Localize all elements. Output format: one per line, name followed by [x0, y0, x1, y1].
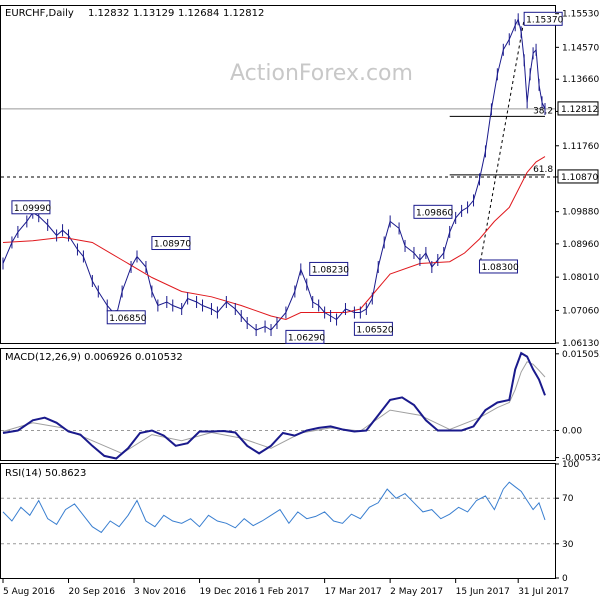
price-tag-bg-0 — [557, 101, 599, 116]
y-tick-label-0-2: 1.13660 — [562, 75, 599, 85]
y-tick-label-1-1: 0.00 — [562, 426, 582, 436]
peak-label: 1.06290 — [288, 333, 325, 343]
x-tick-label: 19 Dec 2016 — [200, 587, 258, 597]
peak-label-box — [478, 259, 518, 274]
x-tick-label: 20 Sep 2016 — [69, 587, 126, 597]
peak-label-box — [151, 236, 191, 251]
rsi-panel-frame — [0, 463, 556, 579]
y-tick-label-2-2: 30 — [562, 540, 574, 550]
y-tick-label-0-9: 1.07060 — [562, 306, 599, 316]
fib-label-0: 38.2 — [533, 106, 553, 116]
peak-label: 1.08300 — [481, 263, 518, 273]
peak-label: 1.15370 — [526, 15, 563, 25]
y-tick-label-0-7: 1.08960 — [562, 240, 599, 250]
price-title: EURCHF,Daily — [5, 8, 74, 19]
rsi-line — [2, 481, 546, 534]
macd-panel-frame — [0, 348, 556, 461]
peak-label-box — [106, 310, 146, 325]
price-tag-1: 1.10870 — [561, 173, 598, 183]
y-tick-label-1-0: 0.015052 — [562, 350, 600, 360]
price-tag-bg-1 — [557, 169, 599, 184]
x-tick-label: 5 Aug 2016 — [3, 587, 55, 597]
ohlc-close: 1.12812 — [223, 8, 264, 19]
peak-label: 1.08230 — [312, 265, 349, 275]
x-tick-label: 31 Jul 2017 — [518, 587, 569, 597]
y-tick-label-0-4: 1.11760 — [562, 142, 599, 152]
y-tick-label-0-6: 1.09880 — [562, 208, 599, 218]
x-tick-label: 17 Mar 2017 — [325, 587, 382, 597]
ohlc-readout: 1.12832 1.13129 1.12684 1.12812 — [88, 8, 264, 19]
y-tick-label-2-3: 0 — [562, 574, 568, 584]
rsi-title: RSI(14) 50.8623 — [5, 468, 86, 479]
y-tick-label-0-8: 1.08010 — [562, 273, 599, 283]
rsi-layer — [1, 481, 555, 545]
y-tick-label-2-1: 70 — [562, 494, 574, 504]
watermark: ActionForex.com — [230, 61, 413, 86]
peak-label: 1.06850 — [109, 314, 146, 324]
x-tick-label: 2 May 2017 — [390, 587, 443, 597]
y-tick-label-0-10: 1.06130 — [562, 339, 599, 349]
axis-layer: 1.155301.145701.136601.127401.117601.108… — [2, 10, 600, 597]
macd-title: MACD(12,26,9) 0.006926 0.010532 — [5, 352, 183, 363]
peak-label-box — [11, 200, 51, 215]
x-tick-label: 15 Jun 2017 — [456, 587, 510, 597]
y-tick-label-0-1: 1.14570 — [562, 43, 599, 53]
price-tag-0: 1.12812 — [561, 105, 598, 115]
x-tick-label: 1 Feb 2017 — [259, 587, 309, 597]
x-tick-label: 3 Nov 2016 — [134, 587, 186, 597]
peak-label: 1.08970 — [154, 240, 191, 250]
ohlc-high: 1.13129 — [133, 8, 174, 19]
peak-label: 1.09860 — [416, 208, 453, 218]
price-layer: 38.2 61.8 1.09990 1.08970 1.06850 1.08230 1.06… — [1, 11, 599, 344]
peak-label-box — [523, 11, 563, 26]
fib-label-1: 61.8 — [533, 165, 553, 175]
macd-line — [2, 351, 546, 460]
ohlc-low: 1.12684 — [178, 8, 219, 19]
peak-label-box — [353, 321, 393, 336]
ohlc-open: 1.12832 — [88, 8, 129, 19]
macd-layer — [1, 351, 555, 460]
peak-label: 1.06520 — [356, 325, 393, 335]
peak-label: 1.09990 — [14, 204, 51, 214]
peak-label-box — [309, 261, 349, 276]
y-tick-label-2-0: 100 — [562, 460, 579, 470]
peak-label-box — [285, 329, 325, 344]
peak-label-box — [413, 204, 453, 219]
y-tick-label-0-0: 1.15530 — [562, 10, 599, 20]
